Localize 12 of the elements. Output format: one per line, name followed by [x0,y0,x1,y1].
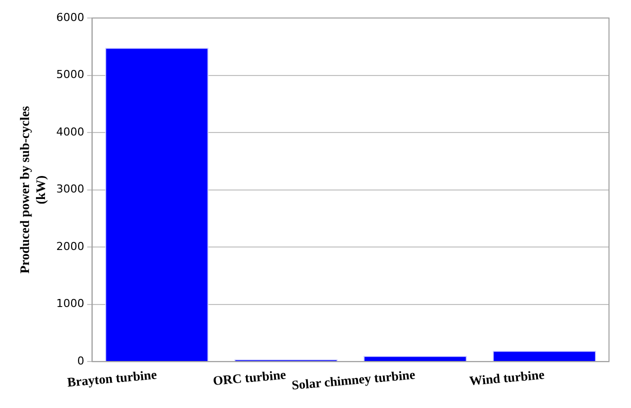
x-tick-label: ORC turbine [212,366,287,388]
y-tick-label: 1000 [56,297,84,310]
y-tick-label: 3000 [56,182,84,196]
y-axis-title: Produced power by sub-cycles (kW) [17,106,48,274]
y-tick-label: 0 [77,354,84,368]
y-tick-label: 5000 [56,68,84,82]
y-tick-label: 4000 [56,125,84,138]
y-tick-label: 6000 [56,10,84,24]
x-tick-label: Solar chimney turbine [291,366,416,393]
x-tick-label: Brayton turbine [66,366,158,390]
x-tick-label: Wind turbine [468,366,546,388]
y-tick-label: 2000 [56,240,84,253]
